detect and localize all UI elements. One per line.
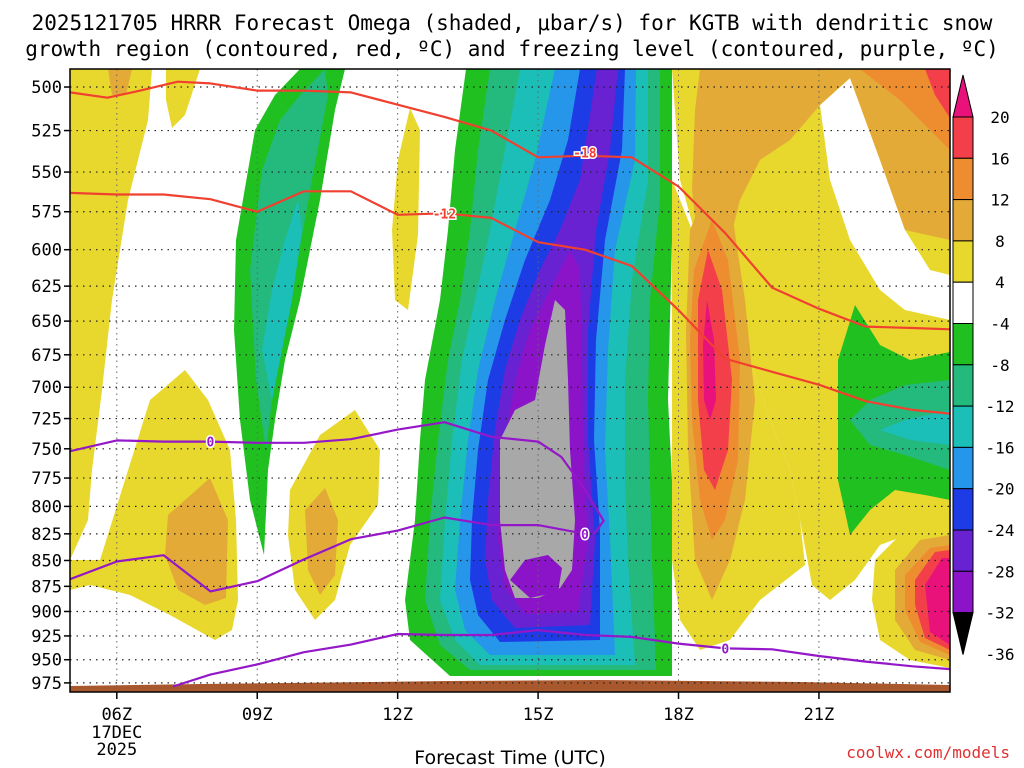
x-tick-label: 21Z xyxy=(804,705,835,725)
y-tick-label: 850 xyxy=(31,551,62,571)
colorbar-label: 16 xyxy=(990,149,1009,168)
x-tick-label: 06Z xyxy=(101,705,132,725)
y-tick-label: 875 xyxy=(31,577,62,597)
y-tick-label: 650 xyxy=(31,312,62,332)
colorbar-band xyxy=(952,364,974,407)
colorbar-label: -16 xyxy=(986,438,1015,457)
colorbar-band xyxy=(952,116,974,159)
colorbar-label: -8 xyxy=(990,356,1009,375)
colorbar-label: 20 xyxy=(990,108,1009,127)
x-tick-label: 15Z xyxy=(523,705,554,725)
colorbar-label: -12 xyxy=(986,397,1015,416)
omega-region-yellow-west xyxy=(70,69,152,560)
x-axis-title: Forecast Time (UTC) xyxy=(414,747,605,768)
x-tick-label: 12Z xyxy=(382,705,413,725)
colorbar-label: 4 xyxy=(995,273,1005,292)
omega-region-orange-east xyxy=(692,69,950,300)
contour-line-1 xyxy=(70,190,950,415)
colorbar-label: -20 xyxy=(986,480,1015,499)
colorbar-band xyxy=(952,157,974,201)
y-tick-label: 550 xyxy=(31,163,62,183)
contours xyxy=(70,80,950,688)
colorbar-label: 8 xyxy=(995,232,1005,251)
colorbar-band-bottom xyxy=(952,612,974,655)
chart-title-line-1: 2025121705 HRRR Forecast Omega (shaded, … xyxy=(32,11,993,35)
colorbar-band xyxy=(952,323,974,366)
contour-labels: -18 -12 0 0 0 xyxy=(205,145,731,659)
contour-label: 0 xyxy=(721,642,729,657)
x-date-label: 17DEC xyxy=(91,723,142,743)
contour-line-4 xyxy=(172,628,950,688)
chart-title-line-2: growth region (contoured, red, ºC) and f… xyxy=(25,37,999,61)
colorbar-label: -24 xyxy=(986,521,1015,540)
omega-region-pink-lower-east xyxy=(925,558,950,645)
ground xyxy=(70,680,950,692)
colorbar-label: -32 xyxy=(986,604,1015,623)
y-tick-label: 750 xyxy=(31,440,62,460)
credit-text: coolwx.com/models xyxy=(846,743,1010,762)
contour-line-2 xyxy=(70,421,605,535)
y-tick-label: 950 xyxy=(31,651,62,671)
omega-region-cyan-far-east xyxy=(880,410,950,445)
colorbar-band xyxy=(952,199,974,242)
colorbar-band xyxy=(952,529,974,572)
colorbar-band xyxy=(952,240,974,283)
contour-label: -18 xyxy=(573,146,597,161)
colorbar-band xyxy=(952,281,974,325)
contour-line-3 xyxy=(70,516,586,593)
y-tick-label: 725 xyxy=(31,410,62,430)
x-tick-label: 09Z xyxy=(242,705,273,725)
omega-region-white-gap-east xyxy=(820,78,950,320)
colorbar-band xyxy=(952,570,974,614)
omega-region-red-top-east xyxy=(925,69,950,118)
omega-shading xyxy=(70,69,950,692)
y-tick-label: 600 xyxy=(31,241,62,261)
contour-label: 0 xyxy=(581,528,589,543)
omega-region-grey-core xyxy=(500,300,575,598)
x-date-label: 2025 xyxy=(96,740,137,760)
colorbar-label: 12 xyxy=(990,191,1009,210)
omega-region-yellow-top-left xyxy=(166,69,200,128)
omega-region-yellow-streak xyxy=(392,108,420,310)
y-tick-label: 900 xyxy=(31,602,62,622)
omega-region-pink-column xyxy=(703,300,716,420)
colorbar-band xyxy=(952,405,974,448)
y-tick-label: 775 xyxy=(31,469,62,489)
colorbar: 20 16 12 8 4 -4 -8 -12 -16 -20 -24 -28 -32 -36 xyxy=(952,74,1015,664)
x-tick-label: 18Z xyxy=(663,705,694,725)
y-tick-label: 575 xyxy=(31,203,62,223)
omega-region-orange-west xyxy=(165,478,228,605)
y-tick-label: 825 xyxy=(31,525,62,545)
contour-line-0 xyxy=(70,80,950,331)
colorbar-label: -36 xyxy=(986,645,1015,664)
omega-region-orange-top-west xyxy=(108,69,132,95)
omega-region-violet-inner xyxy=(510,555,562,598)
y-tick-label: 500 xyxy=(31,78,62,98)
y-tick-label: 675 xyxy=(31,346,62,366)
y-tick-label: 975 xyxy=(31,674,62,694)
y-tick-label: 625 xyxy=(31,277,62,297)
colorbar-label: -28 xyxy=(986,562,1015,581)
colorbar-label: -4 xyxy=(990,315,1009,334)
colorbar-band-top xyxy=(952,74,974,118)
y-axis: 500 525 550 575 600 625 650 675 700 725 750 775 800 8… xyxy=(31,78,70,694)
contour-label: -12 xyxy=(433,207,456,222)
contour-label: 0 xyxy=(207,436,215,451)
y-tick-label: 700 xyxy=(31,378,62,398)
colorbar-band xyxy=(952,446,974,490)
y-tick-label: 800 xyxy=(31,497,62,517)
omega-region-dark-orange-east xyxy=(860,69,950,150)
plot-frame xyxy=(69,68,951,693)
omega-region-orange-mid xyxy=(305,488,338,595)
colorbar-band xyxy=(952,488,974,531)
y-tick-label: 925 xyxy=(31,627,62,647)
plot-area: -18 -12 0 0 0 xyxy=(70,69,950,692)
y-tick-label: 525 xyxy=(31,122,62,142)
